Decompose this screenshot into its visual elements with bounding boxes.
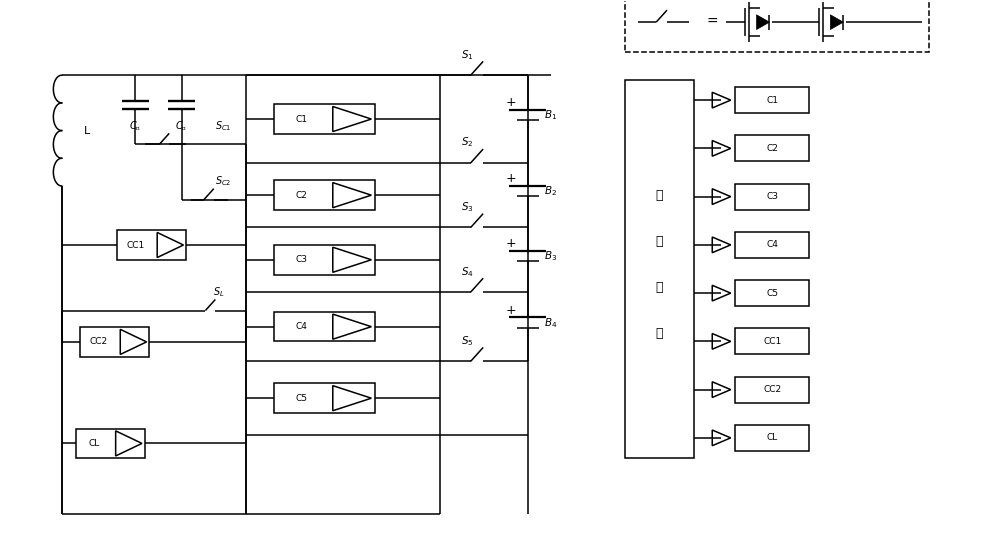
Text: CL: CL [89, 439, 100, 448]
Bar [735, 232, 809, 258]
Text: $S_5$: $S_5$ [461, 334, 474, 348]
Bar [735, 87, 809, 113]
Text: +: + [506, 96, 516, 109]
Text: CC2: CC2 [763, 385, 781, 394]
Text: CC1: CC1 [763, 337, 781, 346]
Polygon shape [712, 237, 731, 253]
Text: +: + [506, 237, 516, 250]
Bar [117, 230, 186, 260]
Polygon shape [157, 232, 183, 258]
Text: CC1: CC1 [127, 240, 145, 250]
Polygon shape [712, 382, 731, 398]
Text: C5: C5 [295, 394, 307, 402]
Polygon shape [333, 107, 371, 132]
Bar [625, 0, 929, 52]
Text: 元: 元 [655, 327, 663, 340]
Text: $S_2$: $S_2$ [461, 136, 474, 150]
Bar [274, 104, 375, 134]
Text: =: = [706, 15, 718, 29]
Bar [274, 180, 375, 210]
Polygon shape [830, 15, 843, 30]
Text: C2: C2 [295, 190, 307, 200]
Bar [735, 329, 809, 355]
Polygon shape [712, 285, 731, 301]
Text: C2: C2 [766, 144, 778, 153]
Text: $B_1$: $B_1$ [544, 109, 557, 122]
Bar [735, 183, 809, 209]
Text: 控: 控 [655, 189, 663, 202]
Text: $S_{C2}$: $S_{C2}$ [215, 174, 231, 188]
Text: L: L [83, 125, 90, 136]
Text: $S_{C1}$: $S_{C1}$ [215, 119, 231, 133]
Text: $B_2$: $B_2$ [544, 185, 557, 199]
Bar [625, 80, 694, 458]
Bar [735, 280, 809, 306]
Polygon shape [712, 334, 731, 349]
Bar [80, 327, 149, 357]
Text: C3: C3 [766, 192, 778, 201]
Text: $S_3$: $S_3$ [461, 200, 474, 214]
Text: CC2: CC2 [90, 337, 108, 346]
Text: $B_3$: $B_3$ [544, 249, 557, 263]
Text: +: + [506, 172, 516, 185]
Polygon shape [333, 182, 371, 208]
Text: $S_1$: $S_1$ [461, 48, 474, 62]
Polygon shape [333, 247, 371, 272]
Text: CL: CL [767, 434, 778, 442]
Text: $S_4$: $S_4$ [461, 265, 474, 279]
Polygon shape [120, 329, 147, 355]
Bar [274, 384, 375, 413]
Polygon shape [333, 386, 371, 410]
Text: C3: C3 [295, 255, 307, 264]
Text: 单: 单 [655, 281, 663, 294]
Text: +: + [506, 303, 516, 316]
Polygon shape [116, 431, 142, 456]
Text: $C_{偶}$: $C_{偶}$ [129, 119, 142, 132]
Text: $S_L$: $S_L$ [213, 285, 224, 299]
Bar [735, 425, 809, 451]
Bar [735, 136, 809, 161]
Text: C4: C4 [295, 322, 307, 331]
Polygon shape [712, 430, 731, 445]
Polygon shape [333, 314, 371, 339]
Text: C1: C1 [766, 96, 778, 104]
Polygon shape [712, 189, 731, 204]
Bar [76, 429, 145, 458]
Bar [735, 377, 809, 402]
Text: $C_{奇}$: $C_{奇}$ [175, 119, 188, 132]
Polygon shape [712, 93, 731, 108]
Polygon shape [757, 15, 769, 30]
Text: $B_4$: $B_4$ [544, 316, 557, 330]
Text: 制: 制 [655, 235, 663, 248]
Text: C5: C5 [766, 288, 778, 298]
Bar [274, 245, 375, 274]
Polygon shape [712, 140, 731, 156]
Bar [274, 312, 375, 342]
Text: C4: C4 [766, 240, 778, 250]
Text: C1: C1 [295, 115, 307, 124]
